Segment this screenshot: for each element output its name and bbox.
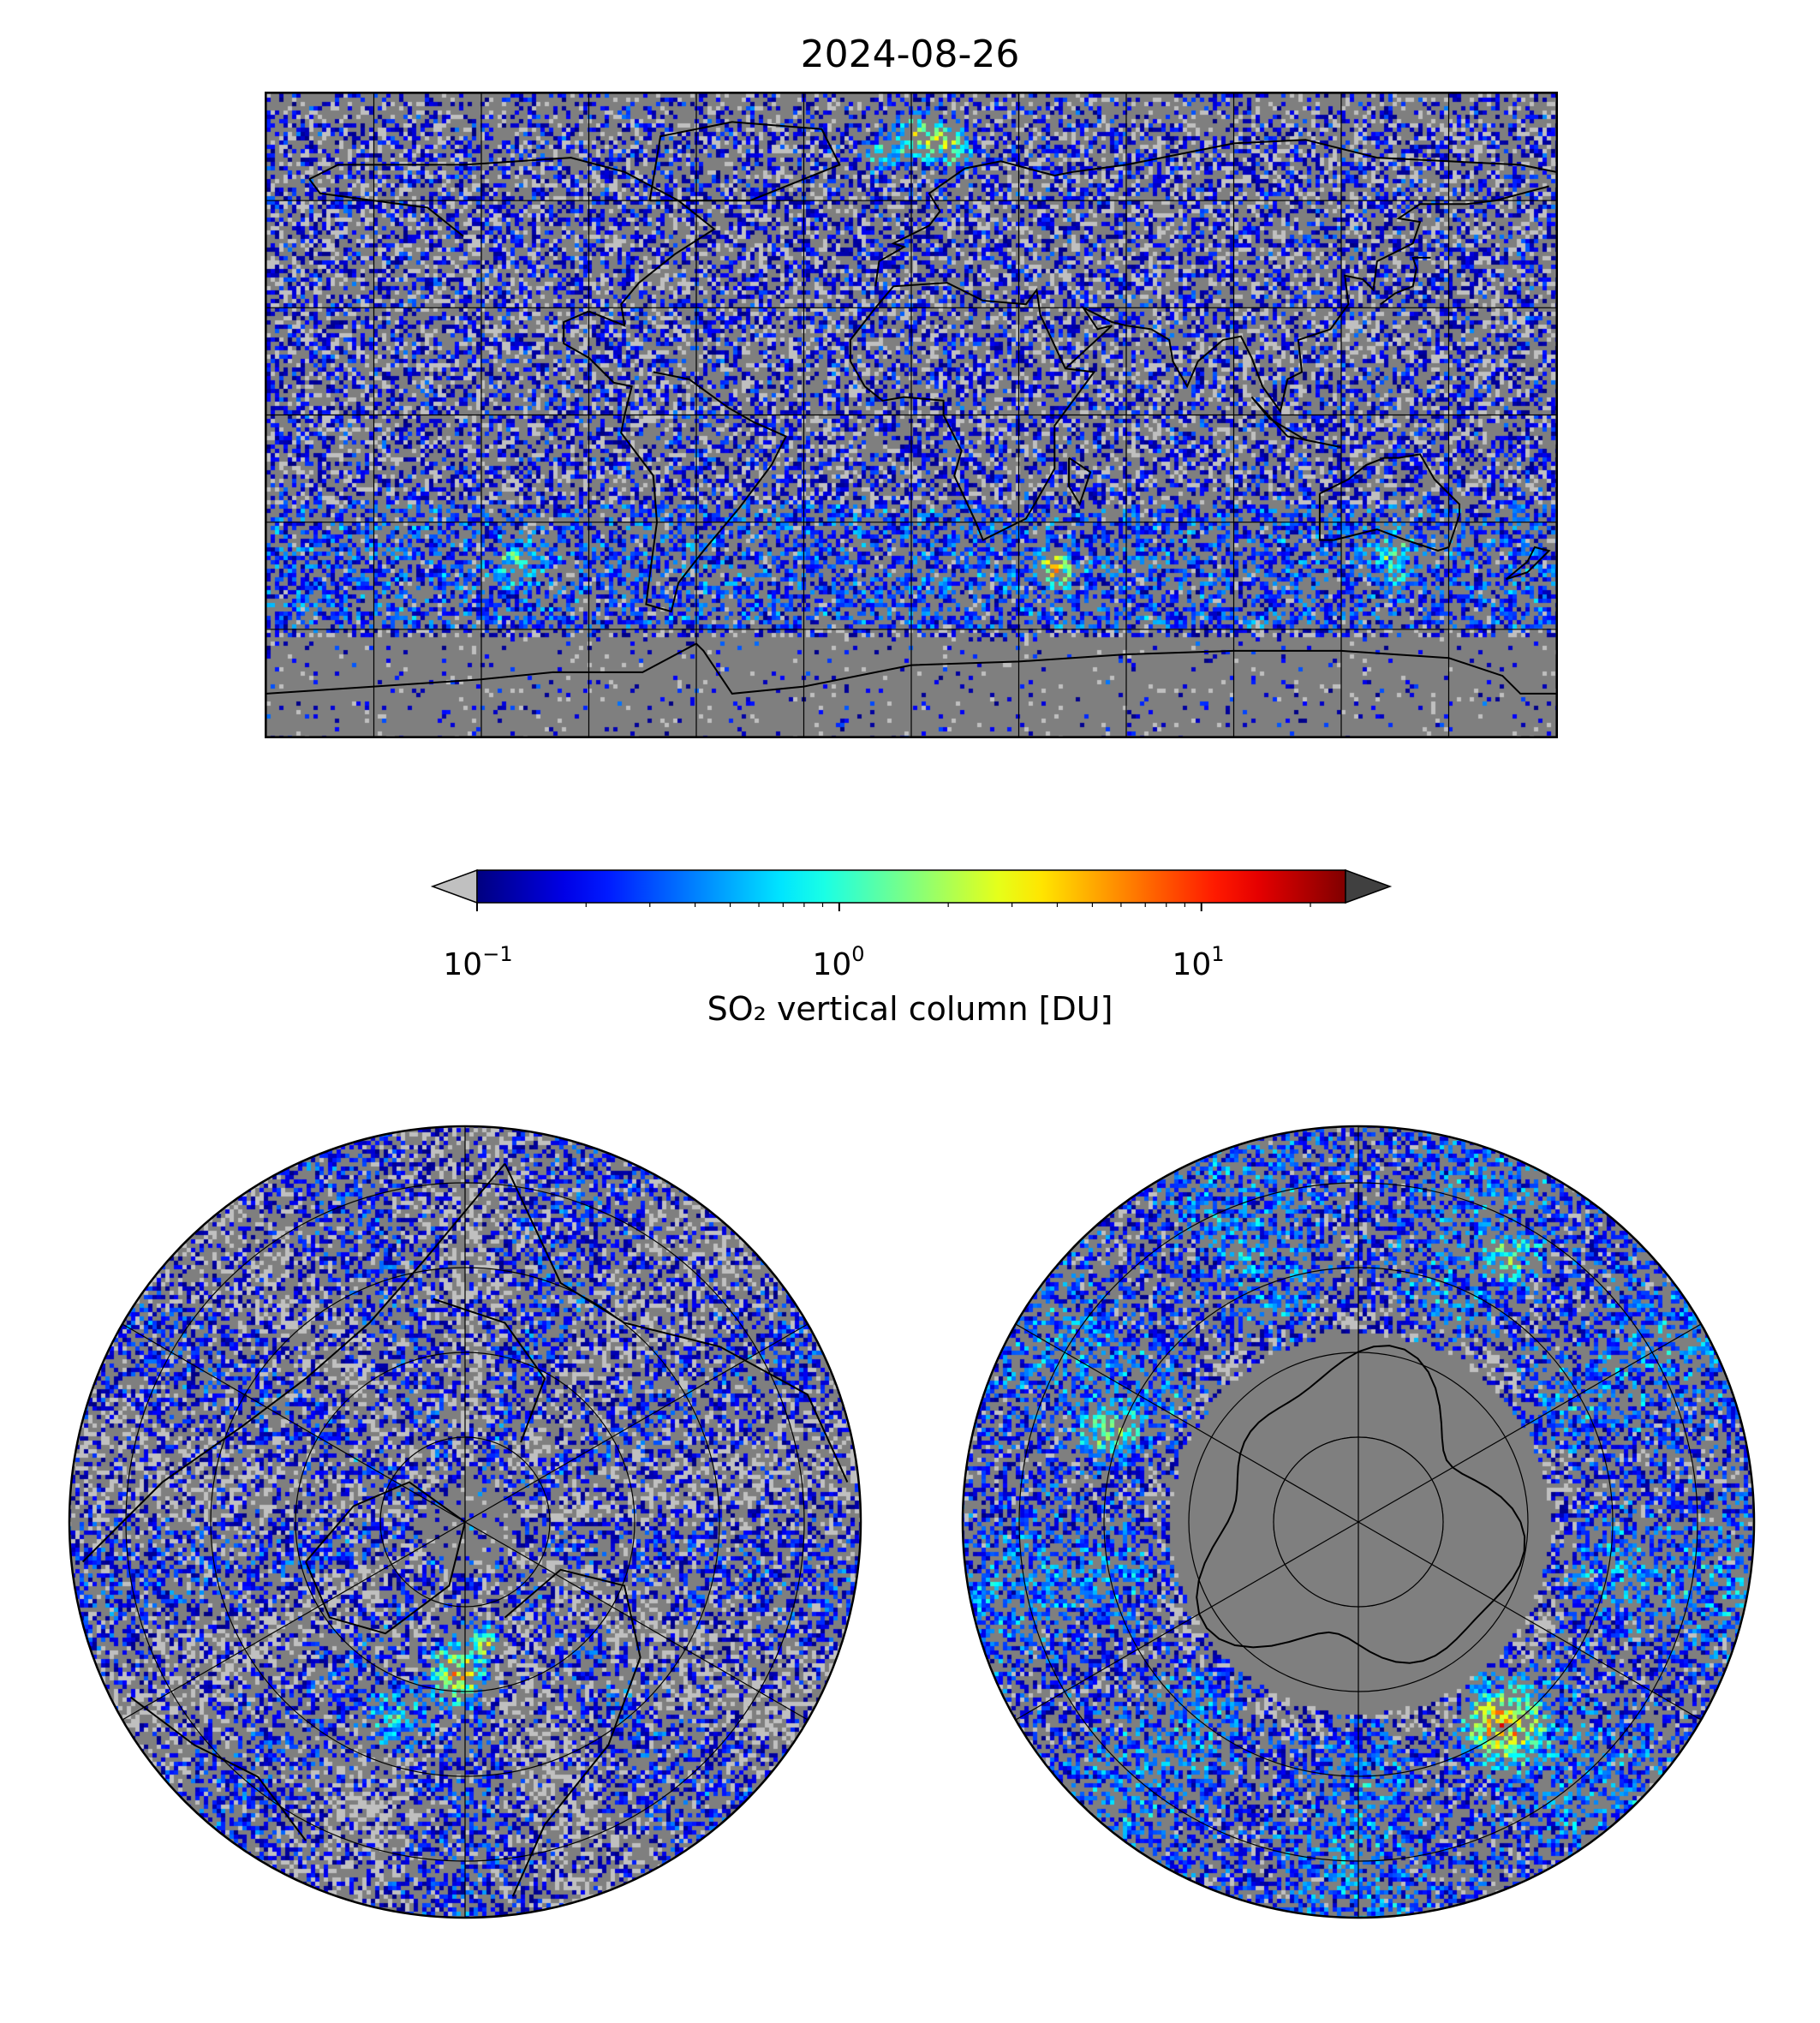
coastline: [1065, 185, 1549, 414]
colorbar-gradient: [476, 869, 1346, 904]
coastline: [1196, 1345, 1526, 1664]
coastline: [1318, 453, 1460, 552]
north-polar-map: [67, 1124, 863, 1920]
longitude-gridline: [1358, 1521, 1433, 1566]
longitude-gridline: [122, 1323, 466, 1523]
map-boundary: [961, 1125, 1756, 1919]
colorbar-tick-label-2: 100: [812, 942, 865, 982]
global-map-overlay: [266, 93, 1556, 737]
coastline: [504, 1163, 849, 1483]
south-polar-overlay: [961, 1125, 1756, 1919]
figure-title: 2024-08-26: [800, 33, 1020, 76]
colorbar-under-extension: [430, 868, 478, 904]
coastline: [1380, 256, 1431, 305]
coastline: [1505, 546, 1551, 581]
longitude-gridline: [1284, 1521, 1359, 1566]
colorbar-over-extension: [1345, 868, 1393, 904]
coastline: [1068, 457, 1092, 507]
longitude-gridline: [464, 1521, 809, 1721]
colorbar-tick-label-1: 10−1: [443, 942, 513, 982]
map-boundary: [68, 1125, 862, 1919]
coastline: [849, 282, 1096, 541]
colorbar: [430, 868, 1393, 911]
longitude-gridline: [122, 1521, 466, 1721]
coastline: [308, 157, 787, 613]
coastline: [129, 1696, 307, 1841]
coastline: [1250, 396, 1342, 449]
longitude-gridline: [464, 1323, 809, 1523]
coastline: [648, 121, 841, 202]
global-map: [265, 92, 1558, 738]
coastline: [433, 1298, 546, 1443]
coastline: [874, 139, 1556, 287]
coastline: [305, 1481, 467, 1635]
colorbar-label: SO₂ vertical column [DU]: [707, 990, 1113, 1028]
longitude-gridline: [1284, 1478, 1359, 1523]
colorbar-graphic: [430, 868, 1393, 911]
north-polar-overlay: [68, 1125, 862, 1919]
coastline: [81, 1162, 506, 1563]
coastline: [266, 642, 1556, 695]
colorbar-tick-label-3: 101: [1172, 942, 1225, 982]
coastline: [504, 1568, 641, 1897]
coastline: [308, 178, 464, 237]
south-polar-map: [960, 1124, 1757, 1920]
longitude-gridline: [1358, 1478, 1433, 1523]
